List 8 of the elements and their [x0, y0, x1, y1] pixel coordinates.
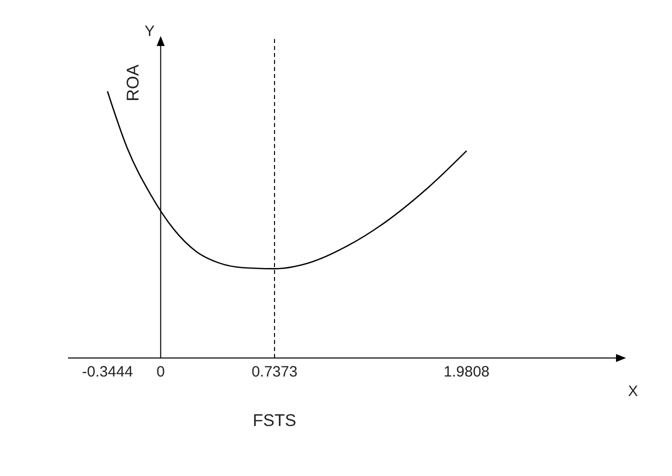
x-tick-label: 0 [156, 364, 165, 381]
text: Y [144, 23, 155, 40]
x-tick-label: -0.3444 [82, 364, 133, 381]
text: X [628, 383, 638, 400]
x-axis-title: FSTS [252, 411, 296, 430]
x-tick-label: 1.9808 [444, 364, 490, 381]
y-axis-title: ROA [124, 64, 143, 102]
x-tick-label: 0.7373 [252, 364, 298, 381]
